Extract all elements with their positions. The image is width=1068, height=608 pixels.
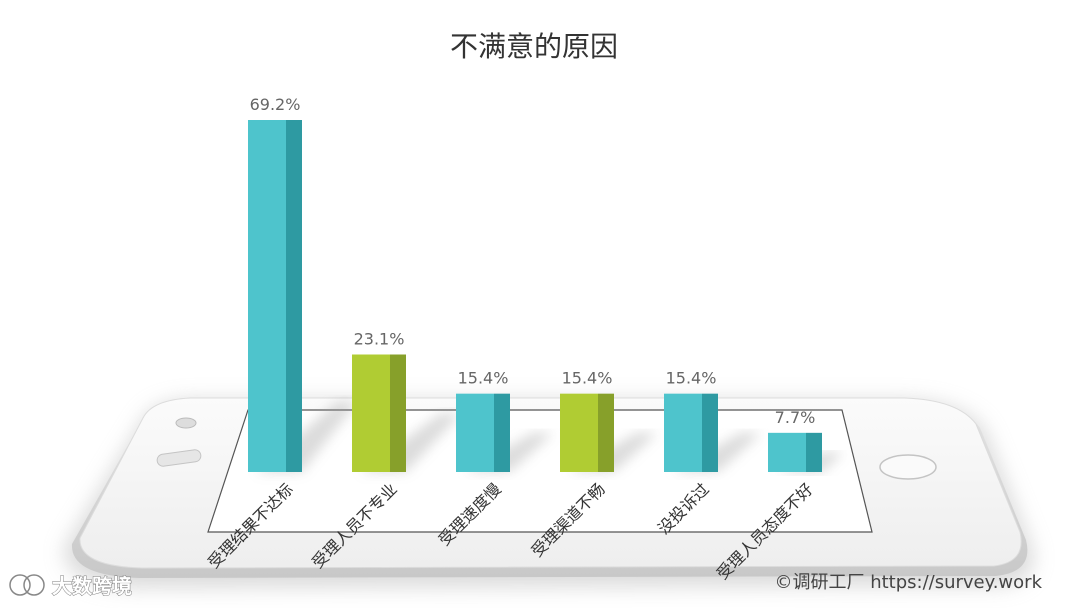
credit-text: ©调研工厂 https://survey.work bbox=[774, 572, 1042, 593]
data-labels-group: 69.2% 23.1% 15.4% 15.4% 15.4% 7.7% bbox=[250, 95, 816, 427]
bar-side bbox=[598, 393, 614, 472]
bar bbox=[664, 393, 702, 472]
data-label: 15.4% bbox=[458, 369, 509, 388]
data-label: 69.2% bbox=[250, 95, 301, 114]
data-label: 7.7% bbox=[775, 408, 816, 427]
bar bbox=[768, 432, 806, 472]
chart-title: 不满意的原因 bbox=[450, 30, 618, 63]
bars-group bbox=[248, 120, 844, 472]
data-label: 15.4% bbox=[666, 369, 717, 388]
bar bbox=[248, 120, 286, 472]
home-button-icon bbox=[879, 454, 937, 480]
bar-side bbox=[286, 120, 302, 472]
data-label: 15.4% bbox=[562, 369, 613, 388]
bar-side bbox=[494, 393, 510, 472]
bar-side bbox=[806, 432, 822, 472]
bar bbox=[352, 354, 390, 472]
data-label: 23.1% bbox=[354, 329, 405, 348]
watermark-logo-icon bbox=[9, 574, 31, 596]
watermark-text: 大数跨境 bbox=[52, 574, 132, 598]
bar-side bbox=[702, 393, 718, 472]
speaker-icon bbox=[156, 449, 202, 467]
bar-side bbox=[390, 354, 406, 472]
camera-icon bbox=[175, 417, 197, 429]
watermark-logo: 大数跨境 bbox=[9, 574, 132, 598]
bar bbox=[456, 393, 494, 472]
bar bbox=[560, 393, 598, 472]
